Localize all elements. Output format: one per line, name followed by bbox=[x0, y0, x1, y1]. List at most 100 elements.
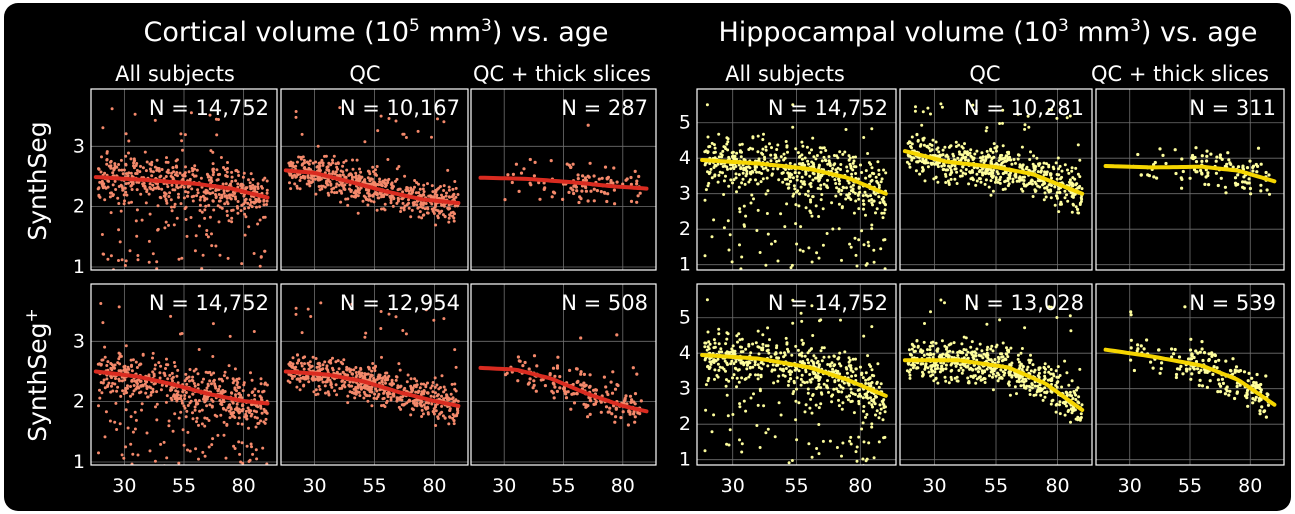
scatter-point bbox=[109, 160, 112, 164]
scatter-point bbox=[739, 267, 743, 270]
scatter-point bbox=[298, 388, 302, 392]
scatter-point bbox=[301, 375, 305, 379]
scatter-point bbox=[754, 341, 758, 345]
scatter-point bbox=[150, 174, 154, 178]
scatter-point bbox=[1060, 169, 1064, 173]
scatter-point bbox=[357, 176, 361, 180]
scatter-point bbox=[117, 305, 121, 309]
scatter-point bbox=[783, 374, 787, 378]
scatter-point bbox=[147, 239, 151, 243]
scatter-point bbox=[442, 317, 446, 321]
scatter-point bbox=[140, 218, 144, 222]
scatter-point bbox=[223, 390, 227, 393]
scatter-point bbox=[718, 365, 722, 369]
scatter-point bbox=[516, 379, 520, 383]
scatter-point bbox=[415, 181, 419, 185]
scatter-point bbox=[426, 406, 430, 410]
scatter-point bbox=[845, 395, 849, 399]
scatter-point bbox=[295, 385, 299, 389]
scatter-point bbox=[757, 170, 761, 174]
scatter-point bbox=[174, 165, 178, 169]
scatter-point bbox=[847, 181, 851, 185]
scatter-point bbox=[249, 200, 253, 204]
scatter-point bbox=[882, 168, 886, 172]
scatter-point bbox=[226, 256, 230, 260]
scatter-point bbox=[229, 407, 233, 411]
scatter-point bbox=[724, 369, 727, 373]
n-label: N = 10,167 bbox=[340, 96, 460, 120]
scatter-point bbox=[314, 388, 318, 392]
scatter-point bbox=[973, 152, 977, 156]
scatter-point bbox=[243, 200, 247, 204]
scatter-point bbox=[442, 184, 446, 188]
scatter-point bbox=[415, 401, 419, 405]
scatter-point bbox=[351, 167, 355, 171]
scatter-point bbox=[819, 402, 823, 406]
scatter-point bbox=[833, 379, 837, 383]
scatter-point bbox=[884, 405, 887, 409]
scatter-point bbox=[1065, 116, 1069, 120]
scatter-point bbox=[210, 443, 214, 447]
scatter-point bbox=[806, 387, 810, 391]
scatter-point bbox=[421, 203, 425, 207]
scatter-point bbox=[111, 193, 115, 197]
scatter-point bbox=[174, 389, 178, 393]
scatter-point bbox=[754, 373, 757, 377]
scatter-point bbox=[234, 179, 238, 183]
scatter-point bbox=[1265, 188, 1269, 192]
trend-line bbox=[283, 369, 461, 408]
scatter-point bbox=[815, 251, 819, 255]
scatter-point bbox=[375, 173, 378, 177]
scatter-point bbox=[862, 136, 866, 139]
scatter-point bbox=[764, 148, 768, 152]
scatter-point bbox=[159, 388, 163, 392]
scatter-point bbox=[867, 161, 871, 165]
scatter-point bbox=[762, 404, 766, 408]
scatter-point bbox=[211, 167, 215, 171]
scatter-point bbox=[854, 374, 858, 378]
scatter-point bbox=[969, 148, 973, 152]
scatter-point bbox=[1072, 193, 1076, 197]
scatter-point bbox=[822, 182, 826, 186]
scatter-point bbox=[191, 169, 195, 173]
scatter-point bbox=[225, 422, 229, 426]
scatter-point bbox=[202, 396, 206, 400]
scatter-point bbox=[172, 393, 176, 397]
scatter-point bbox=[790, 353, 794, 357]
scatter-point bbox=[321, 163, 325, 167]
scatter-point bbox=[870, 227, 874, 231]
scatter-point bbox=[334, 162, 338, 166]
scatter-point bbox=[825, 185, 829, 189]
scatter-point bbox=[191, 375, 195, 379]
scatter-point bbox=[165, 170, 169, 174]
scatter-point bbox=[395, 375, 399, 379]
scatter-point bbox=[195, 168, 199, 172]
scatter-point bbox=[806, 159, 810, 163]
row-label-synthseg: SynthSeg bbox=[23, 121, 52, 240]
scatter-point bbox=[867, 376, 871, 380]
scatter-point bbox=[308, 159, 312, 163]
scatter-point bbox=[748, 365, 752, 369]
scatter-points bbox=[286, 301, 460, 427]
scatter-point bbox=[639, 399, 643, 403]
title-sup1: 5 bbox=[409, 16, 420, 36]
scatter-point bbox=[579, 383, 583, 387]
title-pre: Hippocampal volume (10 bbox=[718, 17, 1058, 48]
scatter-point bbox=[177, 416, 181, 420]
scatter-point bbox=[115, 428, 119, 431]
scatter-point bbox=[222, 189, 226, 193]
scatter-point bbox=[201, 450, 205, 454]
scatter-point bbox=[148, 271, 151, 274]
scatter-point bbox=[1223, 185, 1227, 189]
scatter-point bbox=[133, 410, 137, 414]
scatter-point bbox=[1011, 180, 1015, 184]
scatter-point bbox=[845, 165, 849, 169]
scatter-point bbox=[442, 385, 446, 389]
scatter-point bbox=[194, 234, 198, 238]
scatter-point bbox=[1057, 173, 1061, 177]
scatter-point bbox=[797, 401, 801, 405]
scatter-point bbox=[794, 203, 798, 207]
scatter-point bbox=[793, 171, 797, 175]
scatter-point bbox=[936, 165, 940, 169]
scatter-point bbox=[119, 209, 123, 213]
